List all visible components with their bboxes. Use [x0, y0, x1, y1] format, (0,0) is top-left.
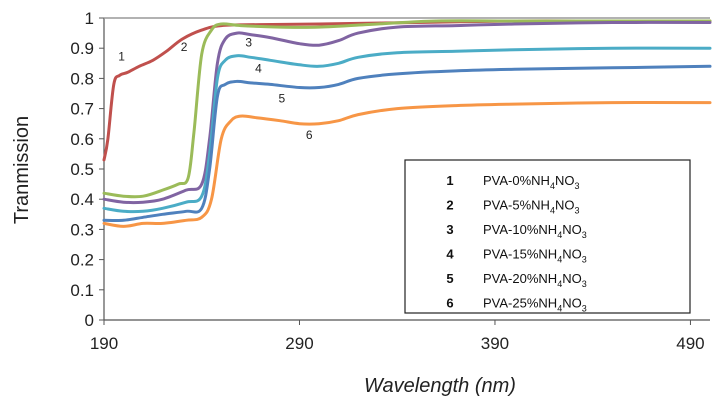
series-line-3 [102, 20, 712, 205]
legend-number: 3 [446, 222, 453, 237]
y-tick-label: 1 [85, 9, 94, 28]
legend-entry: PVA-25%NH4NO3 [483, 296, 587, 314]
legend: 1 PVA-0%NH4NO3 2 PVA-5%NH4NO3 3 PVA-10%NH4NO3… [404, 159, 691, 314]
legend-number: 2 [446, 198, 453, 213]
curve-label-6: 6 [306, 128, 313, 142]
curve-label-2: 2 [181, 40, 188, 54]
y-tick-label: 0.6 [70, 130, 94, 149]
curve-label-5: 5 [279, 92, 286, 106]
x-tick-label: 490 [676, 334, 704, 353]
y-tick-label: 0.5 [70, 160, 94, 179]
legend-entry: PVA-10%NH4NO3 [483, 222, 587, 240]
x-tick-label: 190 [90, 334, 118, 353]
y-tick-label: 0.9 [70, 39, 94, 58]
legend-number: 6 [446, 296, 453, 311]
legend-entry: PVA-5%NH4NO3 [483, 198, 579, 216]
y-tick-label: 0.7 [70, 100, 94, 119]
series-line-5 [102, 64, 712, 223]
x-tick-label: 390 [481, 334, 509, 353]
x-tick-label: 290 [285, 334, 313, 353]
legend-entry: PVA-15%NH4NO3 [483, 247, 587, 265]
legend-entry: PVA-20%NH4NO3 [483, 271, 587, 289]
legend-entry: PVA-0%NH4NO3 [483, 173, 579, 191]
y-tick-label: 0.4 [70, 190, 94, 209]
y-axis-title: Tranmission [11, 116, 33, 224]
y-tick-label: 0.1 [70, 281, 94, 300]
curve-label-3: 3 [245, 36, 252, 50]
y-tick-label: 0.3 [70, 220, 94, 239]
y-tick-label: 0.2 [70, 251, 94, 270]
x-axis-title: Wavelength (nm) [364, 375, 516, 397]
curve-label-4: 4 [255, 61, 262, 75]
curve-label-1: 1 [118, 49, 125, 63]
series-lines [102, 19, 712, 228]
axes: 0 0.1 0.2 0.3 0.4 0.5 0.6 0.7 0.8 0.9 1 190 290 390 49… [70, 9, 710, 353]
legend-number: 4 [446, 247, 454, 262]
curve-labels: 1 2 34 5 6 [118, 36, 313, 142]
series-line-2 [102, 19, 712, 199]
series-line-4 [102, 46, 712, 214]
series-line-6 [102, 100, 712, 228]
y-tick-label: 0.8 [70, 69, 94, 88]
series-line-1 [102, 19, 712, 162]
legend-number: 5 [446, 271, 453, 286]
legend-number: 1 [446, 173, 453, 188]
y-tick-label: 0 [85, 311, 94, 330]
legend-box [404, 159, 691, 314]
